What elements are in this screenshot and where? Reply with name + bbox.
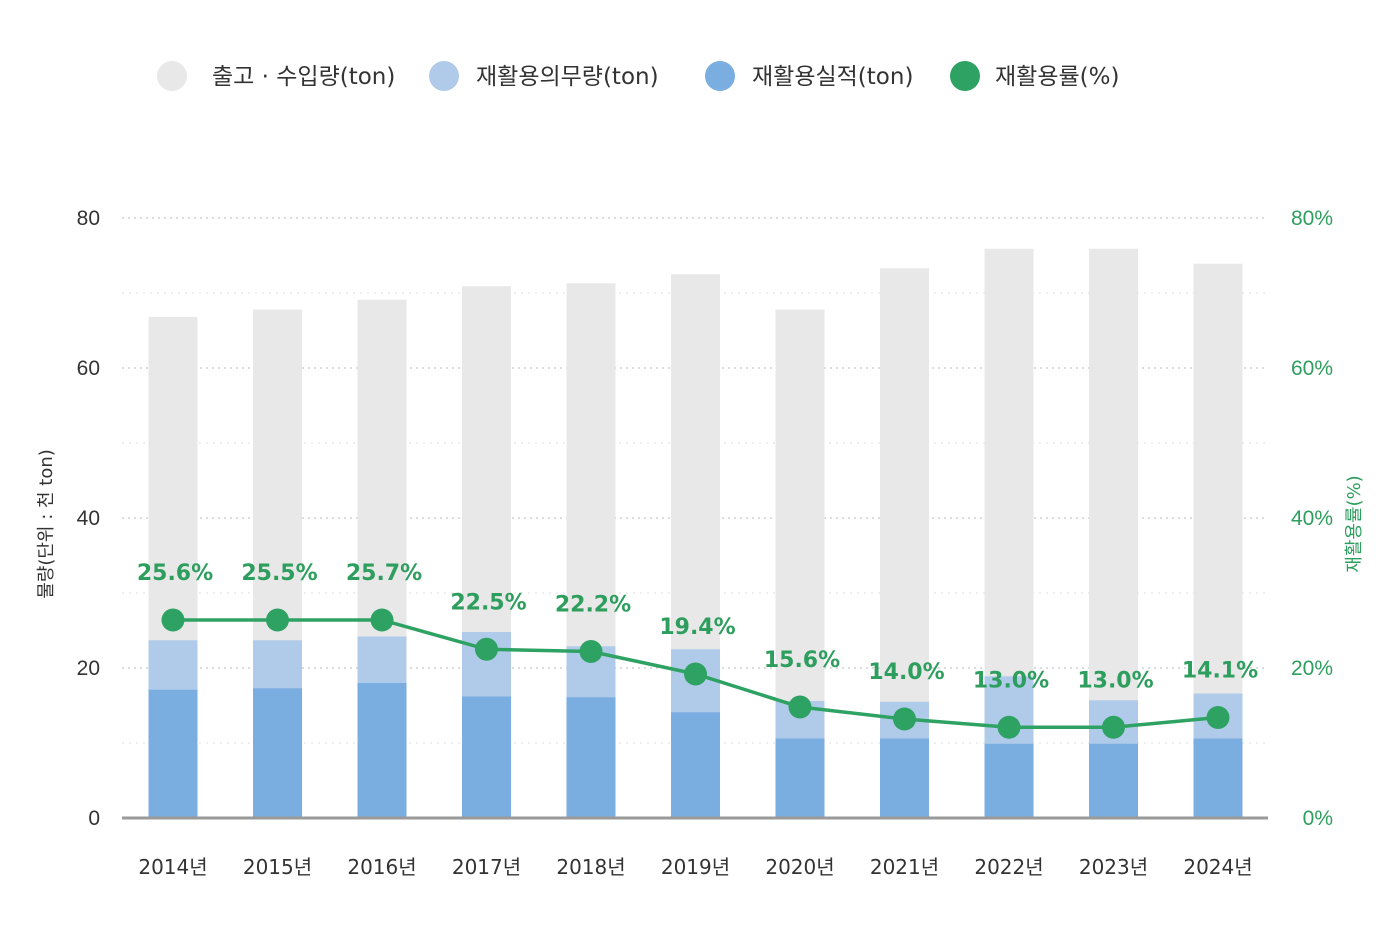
rate-point [997, 715, 1021, 739]
gridlines [122, 217, 1268, 744]
rate-data-label: 14.1% [1182, 659, 1258, 684]
left-axis-ticks: 0 20 40 60 80 [77, 207, 100, 830]
bar-recycling-performance [148, 689, 198, 818]
x-tick-label: 2018년 [556, 855, 625, 879]
legend-swatch [429, 61, 459, 91]
left-tick-label: 20 [77, 657, 100, 680]
bar-recycling-performance [984, 743, 1034, 818]
rate-point [1102, 715, 1125, 739]
bars [148, 248, 1243, 818]
right-tick-label: 0% [1303, 807, 1333, 830]
bar-recycling-performance [1193, 738, 1243, 818]
x-tick-label: 2017년 [452, 855, 521, 879]
rate-labels: 25.6% 25.5% 25.7% 22.5% 22.2% 19.4% 15.6% 14.0%… [137, 561, 1258, 693]
bar-recycling-performance [357, 683, 407, 818]
right-tick-label: 80% [1291, 207, 1333, 230]
right-axis-ticks: 0% 20% 40% 60% 80% [1291, 207, 1333, 830]
bar-recycling-performance [671, 712, 720, 818]
rate-data-label: 14.0% [868, 660, 944, 685]
legend-label: 재활용의무량(ton) [476, 64, 659, 90]
legend-label: 재활용실적(ton) [752, 64, 913, 90]
x-axis-ticks: 2014년 2015년 2016년 2017년 2018년 2019년 2020년 2021년… [138, 855, 1252, 879]
x-tick-label: 2022년 [974, 855, 1043, 879]
rate-data-label: 22.5% [450, 590, 526, 615]
legend-swatch [157, 61, 187, 91]
rate-point [788, 695, 812, 719]
rate-point [579, 640, 603, 663]
left-tick-label: 60 [77, 357, 100, 380]
legend-label: 출고 · 수입량(ton) [212, 64, 395, 90]
rate-point [370, 608, 394, 632]
x-tick-label: 2016년 [347, 855, 416, 879]
legend: 출고 · 수입량(ton) 재활용의무량(ton) 재활용실적(ton) 재활용률(%… [157, 61, 1119, 91]
left-tick-label: 40 [77, 507, 100, 530]
left-tick-label: 0 [88, 807, 100, 830]
rate-data-label: 22.2% [555, 593, 631, 618]
left-axis-title: 물량(단위 : 천 ton) [36, 449, 57, 599]
bar-recycling-performance [775, 738, 825, 818]
rate-data-label: 13.0% [973, 668, 1049, 693]
bar-recycling-performance [253, 688, 302, 818]
rate-data-label: 13.0% [1077, 668, 1153, 693]
right-tick-label: 40% [1291, 507, 1333, 530]
left-tick-label: 80 [77, 207, 100, 230]
rate-data-label: 25.5% [241, 561, 317, 586]
rate-data-label: 25.6% [137, 561, 213, 586]
legend-swatch [950, 61, 980, 91]
rate-data-label: 25.7% [346, 561, 422, 586]
rate-point [266, 608, 289, 632]
x-tick-label: 2014년 [138, 855, 207, 879]
legend-swatch [705, 61, 735, 91]
x-tick-label: 2015년 [243, 855, 312, 879]
right-tick-label: 60% [1291, 357, 1333, 380]
rate-line-series [161, 608, 1230, 739]
rate-data-label: 15.6% [764, 648, 840, 673]
rate-point [684, 662, 707, 686]
bar-recycling-performance [1089, 743, 1138, 818]
x-tick-label: 2021년 [870, 855, 939, 879]
rate-point [1206, 706, 1230, 729]
right-axis-title: 재활용률(%) [1344, 475, 1365, 572]
legend-label: 재활용률(%) [995, 64, 1119, 90]
bar-recycling-performance [462, 696, 511, 818]
bar-recycling-performance [566, 697, 616, 818]
rate-point [475, 637, 498, 661]
rate-point [161, 608, 185, 632]
x-tick-label: 2020년 [765, 855, 834, 879]
x-tick-label: 2023년 [1079, 855, 1148, 879]
rate-data-label: 19.4% [659, 615, 735, 640]
x-tick-label: 2019년 [661, 855, 730, 879]
rate-point [893, 707, 916, 731]
x-tick-label: 2024년 [1183, 855, 1252, 879]
bar-recycling-performance [880, 738, 929, 818]
right-tick-label: 20% [1291, 657, 1333, 680]
